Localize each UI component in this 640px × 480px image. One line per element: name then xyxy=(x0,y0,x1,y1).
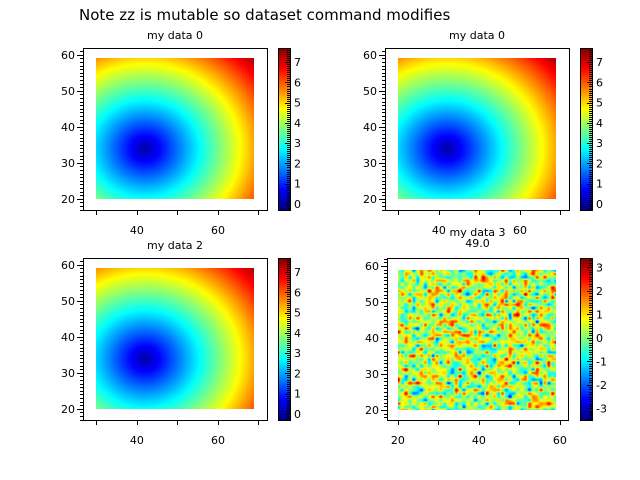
y-tick-label: 40 xyxy=(363,121,377,134)
colorbar-tick-label: 4 xyxy=(294,327,301,340)
colorbar-tick-label: 0 xyxy=(294,198,301,211)
colorbar-tick-label: 3 xyxy=(294,137,301,150)
plot-subtitle: 49.0 xyxy=(465,237,490,250)
y-tick-label: 30 xyxy=(365,368,379,381)
y-tick-label: 20 xyxy=(363,193,377,206)
y-tick-label: 60 xyxy=(61,49,75,62)
y-tick-label: 60 xyxy=(61,259,75,272)
y-tick-label: 30 xyxy=(363,157,377,170)
colorbar-tick-label: 7 xyxy=(596,56,603,69)
x-tick-label: 40 xyxy=(130,434,144,447)
colorbar-tick-label: 5 xyxy=(294,97,301,110)
axes-frame xyxy=(385,48,570,211)
x-tick-label: 40 xyxy=(130,224,144,237)
colorbar-tick-label: 4 xyxy=(294,117,301,130)
y-tick-label: 60 xyxy=(363,49,377,62)
colorbar-tick-label: 6 xyxy=(294,286,301,299)
heatmap-image-2 xyxy=(96,268,254,409)
colorbar-tick-label: 1 xyxy=(294,388,301,401)
y-tick-label: 40 xyxy=(365,332,379,345)
axes-frame xyxy=(387,258,569,421)
colorbar-frame xyxy=(580,258,593,421)
colorbar-tick-label: 4 xyxy=(596,117,603,130)
colorbar-frame xyxy=(278,48,291,211)
y-tick-label: 50 xyxy=(61,295,75,308)
y-tick-label: 20 xyxy=(61,193,75,206)
axes-frame xyxy=(83,258,268,421)
plot-title: my data 0 xyxy=(449,29,505,42)
colorbar-tick-label: 2 xyxy=(596,285,603,298)
colorbar-tick-label: 3 xyxy=(596,261,603,274)
x-tick-label: 60 xyxy=(211,224,225,237)
heatmap-image-0 xyxy=(96,58,254,199)
colorbar-tick-label: 1 xyxy=(596,178,603,191)
colorbar-tick-label: -3 xyxy=(596,402,607,415)
y-tick-label: 40 xyxy=(61,331,75,344)
colorbar-tick-label: 0 xyxy=(596,198,603,211)
colorbar-tick-label: 7 xyxy=(294,266,301,279)
colorbar-tick-label: -1 xyxy=(596,355,607,368)
y-tick-label: 30 xyxy=(61,367,75,380)
colorbar-tick-label: 5 xyxy=(596,97,603,110)
colorbar-frame xyxy=(580,48,593,211)
y-tick-label: 20 xyxy=(365,404,379,417)
figure-title: Note zz is mutable so dataset command mo… xyxy=(79,6,451,24)
y-tick-label: 50 xyxy=(365,296,379,309)
plot-title: my data 0 xyxy=(147,29,203,42)
y-tick-label: 20 xyxy=(61,403,75,416)
colorbar-1 xyxy=(580,48,592,210)
axes-frame xyxy=(83,48,268,211)
x-tick-label: 20 xyxy=(391,434,405,447)
y-tick-label: 30 xyxy=(61,157,75,170)
colorbar-tick-label: 0 xyxy=(294,408,301,421)
plot-title: my data 3 xyxy=(450,226,506,239)
plot-title: my data 2 xyxy=(147,239,203,252)
x-tick-label: 60 xyxy=(211,434,225,447)
x-tick-label: 40 xyxy=(472,434,486,447)
x-tick-label: 60 xyxy=(513,224,527,237)
colorbar-tick-label: 6 xyxy=(294,76,301,89)
y-tick-label: 60 xyxy=(365,260,379,273)
y-tick-label: 50 xyxy=(363,85,377,98)
colorbar-tick-label: 2 xyxy=(294,157,301,170)
colorbar-tick-label: -2 xyxy=(596,379,607,392)
colorbar-tick-label: 2 xyxy=(294,367,301,380)
x-tick-label: 40 xyxy=(432,224,446,237)
colorbar-2 xyxy=(278,258,290,420)
colorbar-tick-label: 2 xyxy=(596,157,603,170)
y-tick-label: 50 xyxy=(61,85,75,98)
heatmap-image-3 xyxy=(398,270,556,410)
colorbar-0 xyxy=(278,48,290,210)
colorbar-tick-label: 5 xyxy=(294,307,301,320)
x-tick-label: 60 xyxy=(553,434,567,447)
colorbar-tick-label: 6 xyxy=(596,76,603,89)
colorbar-tick-label: 1 xyxy=(596,308,603,321)
colorbar-tick-label: 0 xyxy=(596,332,603,345)
colorbar-tick-label: 1 xyxy=(294,178,301,191)
colorbar-tick-label: 7 xyxy=(294,56,301,69)
colorbar-frame xyxy=(278,258,291,421)
colorbar-tick-label: 3 xyxy=(294,347,301,360)
colorbar-tick-label: 3 xyxy=(596,137,603,150)
heatmap-image-1 xyxy=(398,58,556,199)
y-tick-label: 40 xyxy=(61,121,75,134)
